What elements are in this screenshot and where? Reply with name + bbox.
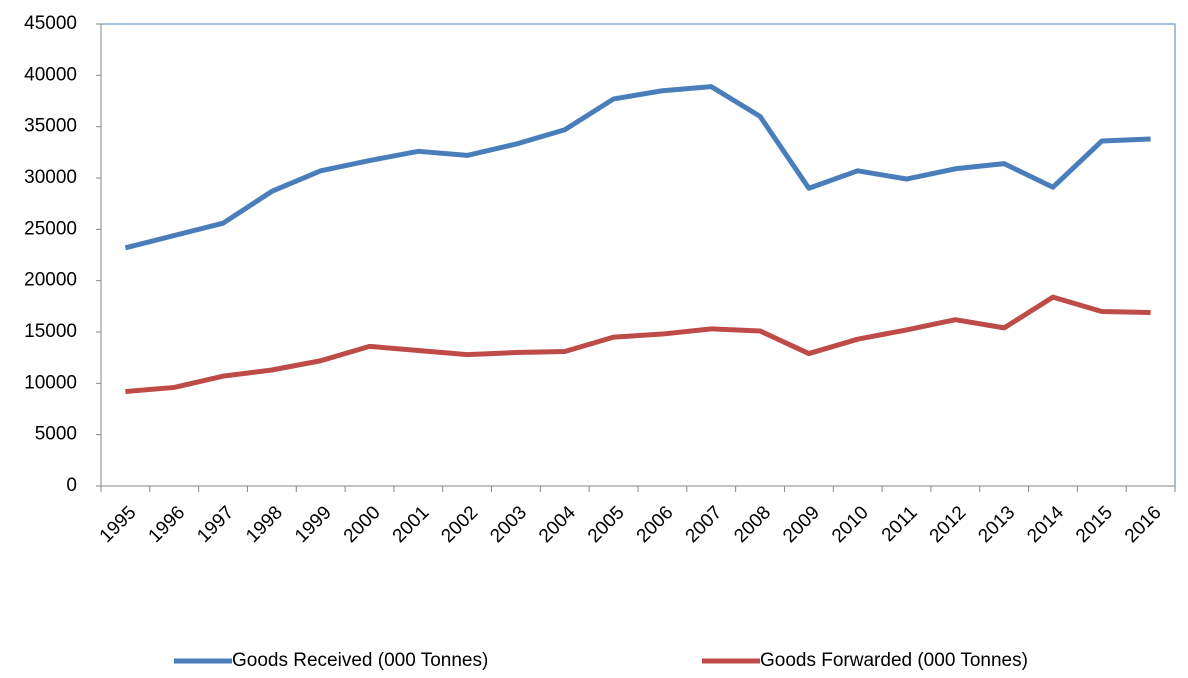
legend-label: Goods Forwarded (000 Tonnes) (760, 650, 1028, 671)
x-tick-label: 2011 (878, 502, 922, 546)
x-tick-label: 2014 (1023, 502, 1068, 547)
y-tick-label: 25000 (24, 218, 77, 239)
y-tick-label: 5000 (35, 424, 77, 445)
legend-label: Goods Received (000 Tonnes) (232, 650, 488, 671)
y-tick-label: 15000 (24, 321, 77, 342)
x-tick-label: 2003 (486, 502, 531, 547)
x-tick-label: 2010 (828, 502, 873, 547)
y-tick-label: 30000 (24, 167, 77, 188)
y-tick-label: 0 (66, 475, 77, 496)
y-tick-label: 40000 (24, 64, 77, 85)
data-line (124, 84, 1151, 251)
x-tick-label: 1998 (242, 502, 287, 547)
x-tick-label: 2009 (779, 502, 824, 547)
x-tick-label: 2008 (730, 502, 775, 547)
x-tick-label: 2015 (1072, 502, 1117, 547)
x-tick-label: 2006 (633, 502, 678, 547)
x-tick-label: 2016 (1121, 502, 1166, 547)
x-tick-label: 1997 (193, 502, 238, 547)
y-tick-label: 20000 (24, 270, 77, 291)
y-tick-label: 35000 (24, 116, 77, 137)
x-tick-label: 2012 (926, 502, 971, 547)
y-tick-label: 45000 (24, 13, 77, 34)
x-tick-label: 2013 (974, 502, 1019, 547)
y-tick-label: 10000 (24, 372, 77, 393)
x-tick-label: 1996 (145, 502, 190, 547)
x-tick-label: 1999 (291, 502, 336, 547)
x-tick-label: 2002 (437, 502, 482, 547)
x-tick-label: 2001 (389, 502, 434, 547)
x-tick-label: 1995 (96, 502, 141, 547)
x-tick-label: 2005 (584, 502, 629, 547)
x-tick-label: 2000 (340, 502, 385, 547)
x-tick-label: 2007 (682, 502, 727, 547)
data-line (125, 294, 1151, 395)
x-tick-label: 2004 (535, 502, 580, 547)
